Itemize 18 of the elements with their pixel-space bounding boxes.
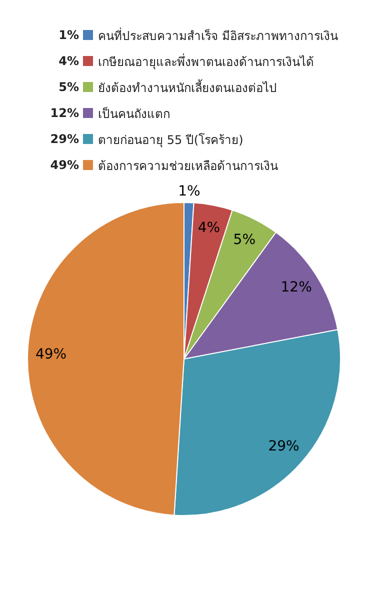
data-label: 29%	[268, 438, 300, 455]
text: 12%	[50, 106, 79, 120]
legend-label: ต้องการความช่วยเหลือด้านการเงิน	[98, 158, 278, 174]
legend-label: เกษียณอายุและพึ่งพาตนเองด้านการเงินได้	[98, 52, 314, 70]
text: 1%	[58, 28, 79, 42]
text: 4%	[58, 54, 79, 68]
text: 29%	[50, 132, 79, 146]
data-label: 49%	[49, 158, 80, 172]
legend-label: เป็นคนถังแตก	[98, 106, 170, 122]
text: 49%	[35, 346, 67, 362]
data-label: 12%	[280, 279, 312, 296]
legend-label: ตายก่อนอายุ 55 ปี(โรคร้าย)	[98, 132, 244, 148]
text: 5%	[58, 80, 79, 94]
legend-label: คนที่ประสบความสำเร็จ มีอิสระภาพทางการเงิน	[98, 26, 338, 44]
data-label: 1%	[178, 183, 200, 200]
data-label: 5%	[233, 232, 256, 248]
data-label: 4%	[198, 220, 220, 236]
legend-label: ยังต้องทำงานหนักเลี้ยงตนเองต่อไป	[98, 78, 277, 96]
